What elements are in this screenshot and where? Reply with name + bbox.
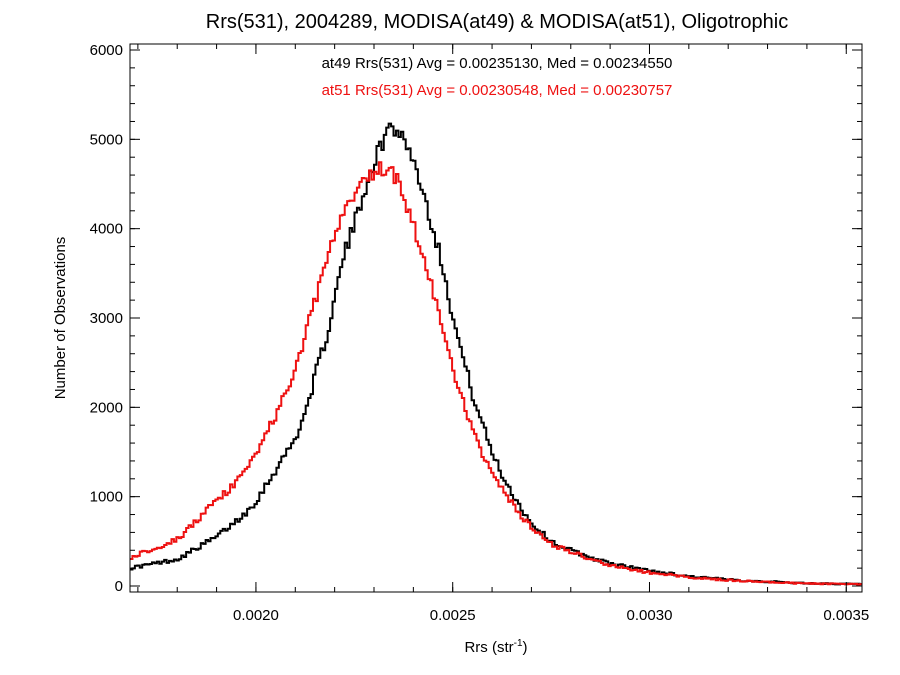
chart-title: Rrs(531), 2004289, MODISA(at49) & MODISA… [206, 11, 788, 33]
x-axis-label-main: Rrs (str [464, 639, 513, 656]
x-axis-label-tail: ) [523, 639, 528, 656]
legend-entry-at49: at49 Rrs(531) Avg = 0.00235130, Med = 0.… [322, 55, 673, 72]
y-tick-label-1: 1000 [90, 489, 123, 506]
series-line-1 [130, 161, 862, 586]
y-tick-label-2: 2000 [90, 399, 123, 416]
x-axis-label: Rrs (str-1) [464, 638, 527, 656]
y-tick-label-3: 3000 [90, 310, 123, 327]
legend-entry-at51: at51 Rrs(531) Avg = 0.00230548, Med = 0.… [322, 82, 673, 99]
y-axis-label: Number of Observations [52, 237, 69, 400]
y-tick-label-6: 6000 [90, 42, 123, 59]
x-axis-label-superscript: -1 [514, 638, 523, 649]
y-tick-label-5: 5000 [90, 131, 123, 148]
x-tick-label-1: 0.0025 [430, 607, 476, 624]
x-tick-labels: 0.0020 0.0025 0.0030 0.0035 [233, 607, 869, 624]
y-tick-label-0: 0 [115, 578, 123, 595]
histogram-curves [130, 122, 862, 586]
y-tick-label-4: 4000 [90, 221, 123, 238]
y-tick-labels: 0 1000 2000 3000 4000 5000 6000 [90, 42, 123, 595]
x-tick-label-0: 0.0020 [233, 607, 279, 624]
axis-ticks [130, 44, 862, 592]
x-tick-label-3: 0.0035 [823, 607, 869, 624]
x-tick-label-2: 0.0030 [627, 607, 673, 624]
